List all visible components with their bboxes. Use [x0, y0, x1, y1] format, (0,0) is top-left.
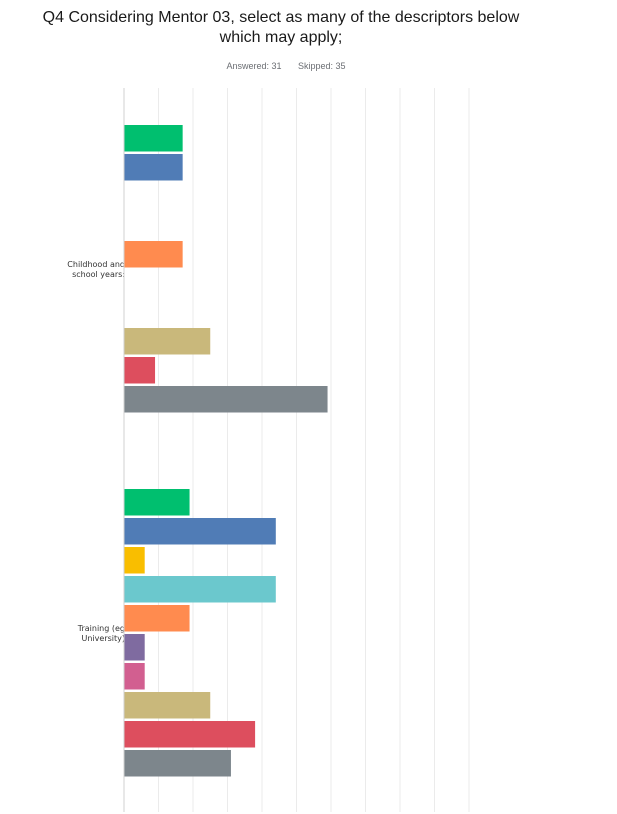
bar — [124, 750, 231, 777]
bar — [124, 605, 190, 632]
category-label: Childhood and — [67, 260, 125, 269]
category-label: Training (eg — [77, 624, 125, 633]
bar — [124, 576, 276, 603]
chart-title-line-1: Q4 Considering Mentor 03, select as many… — [42, 9, 520, 26]
answered-count: Answered: 31 — [226, 61, 282, 71]
response-stats: Answered: 31 Skipped: 35 — [0, 61, 572, 71]
bar — [124, 125, 183, 152]
bar — [124, 328, 211, 355]
bar — [124, 241, 183, 268]
category-label: school years: — [72, 270, 125, 279]
skipped-count: Skipped: 35 — [298, 61, 346, 71]
bar — [124, 663, 145, 690]
bar — [124, 721, 256, 748]
bar — [124, 386, 328, 413]
bar — [124, 547, 145, 574]
bar — [124, 357, 156, 384]
chart-title: Q4 Considering Mentor 03, select as many… — [0, 8, 562, 48]
bar — [124, 518, 276, 545]
chart-title-line-2: which may apply; — [219, 29, 343, 46]
category-label: University) — [82, 634, 125, 643]
bar — [124, 154, 183, 181]
bar — [124, 489, 190, 516]
bar — [124, 692, 211, 719]
bar — [124, 634, 145, 661]
